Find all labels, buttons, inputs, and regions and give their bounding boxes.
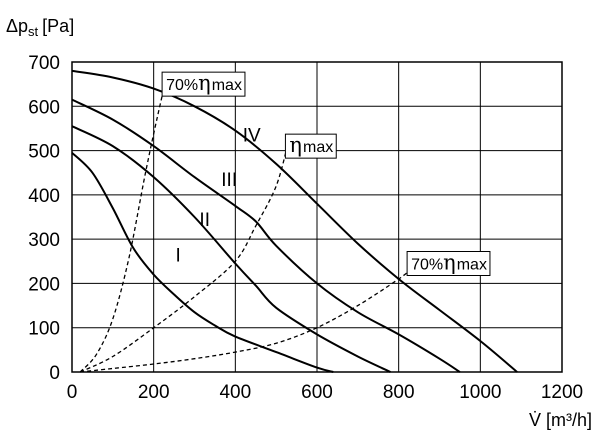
y-tick-label: 400	[28, 186, 60, 207]
fan-curve-iv	[71, 69, 518, 373]
efficiency-curve	[79, 79, 167, 373]
annotation-box	[284, 133, 337, 159]
annotation-text: 70%ηmax	[166, 71, 242, 95]
efficiency-annotation: ηmax	[284, 133, 337, 159]
x-tick-label: 200	[138, 382, 170, 403]
y-tick-label: 700	[28, 53, 60, 74]
y-tick-label: 500	[28, 142, 60, 163]
y-axis-title-unit: [Pa]	[42, 16, 74, 36]
annotation-percent: 70%	[166, 77, 198, 94]
efficiency-curve	[80, 265, 416, 373]
y-axis-title-sub: st	[28, 24, 39, 39]
fan-curve-ii	[71, 125, 391, 373]
x-tick-label: 0	[67, 382, 78, 403]
annotation-eta: η	[289, 133, 302, 157]
x-tick-label: 800	[383, 382, 415, 403]
annotation-eta: η	[443, 251, 456, 275]
x-tick-label: 1200	[541, 382, 583, 403]
fan-curve-i	[71, 152, 334, 373]
annotation-box	[161, 71, 246, 97]
fan-curve-iii	[71, 98, 461, 373]
series-group	[71, 69, 518, 373]
efficiency-annotation: 70%ηmax	[161, 71, 246, 97]
annotation-text: 70%ηmax	[411, 251, 487, 275]
curve-label: I	[176, 245, 181, 266]
curve-label: II	[199, 210, 210, 231]
y-axis-title: Δpst [Pa]	[6, 16, 74, 39]
annotation-max: max	[303, 139, 333, 156]
curve-label: IV	[243, 126, 261, 147]
y-axis-title-main: Δp	[6, 16, 28, 36]
annotation-max: max	[457, 257, 487, 274]
annotation-percent: 70%	[411, 257, 443, 274]
y-tick-label: 200	[28, 274, 60, 295]
x-tick-label: 400	[219, 382, 251, 403]
efficiency-annotation: 70%ηmax	[406, 251, 491, 276]
grid	[71, 61, 563, 373]
y-tick-label: 100	[28, 319, 60, 340]
y-tick-label: 600	[28, 97, 60, 118]
x-axis-title: V̇ [m³/h]	[529, 410, 592, 430]
efficiency-curve	[79, 141, 290, 373]
annotation-box	[406, 251, 491, 276]
y-tick-label: 0	[49, 363, 60, 384]
x-tick-label: 600	[301, 382, 333, 403]
annotation-text: ηmax	[289, 133, 333, 157]
y-tick-label: 300	[28, 230, 60, 251]
tick-labels: 0 200 400 600 800 1000 1200 0 100 200 300 400 500 600…	[28, 53, 583, 403]
plot-frame	[71, 61, 563, 373]
annotation-max: max	[212, 77, 242, 94]
curve-label: III	[221, 170, 237, 191]
annotation-eta: η	[198, 71, 211, 95]
x-tick-label: 1000	[459, 382, 501, 403]
